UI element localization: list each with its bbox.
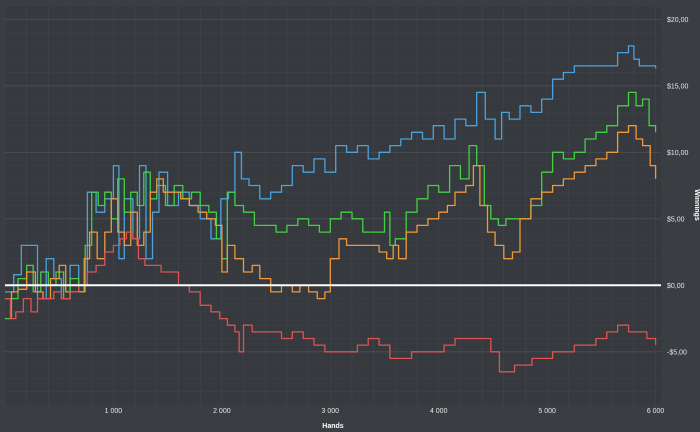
y-axis-title: Winnings — [693, 189, 700, 221]
series-lines — [5, 45, 657, 373]
x-tick-label: 2 000 — [213, 408, 231, 415]
y-tick-label: $5,00 — [667, 216, 685, 223]
y-tick-label: $20,00 — [667, 17, 689, 24]
y-tick-label: $15,00 — [667, 83, 689, 90]
x-axis-ticks: 1 000 2 000 3 000 4 000 5 000 6 000 — [105, 408, 665, 415]
x-tick-label: 1 000 — [105, 408, 123, 415]
x-axis-title: Hands — [322, 423, 344, 430]
x-tick-label: 3 000 — [322, 408, 340, 415]
x-tick-label: 6 000 — [647, 408, 665, 415]
series-line-4 — [5, 231, 657, 373]
x-tick-label: 5 000 — [538, 408, 556, 415]
series-line-3 — [5, 125, 657, 300]
x-tick-label: 4 000 — [430, 408, 448, 415]
y-tick-label: $10,00 — [667, 150, 689, 157]
y-tick-label: -$5,00 — [667, 349, 687, 356]
y-axis-ticks: -$5,00 $0,00 $5,00 $10,00 $15,00 $20,00 — [667, 17, 689, 356]
y-tick-label: $0,00 — [667, 283, 685, 290]
